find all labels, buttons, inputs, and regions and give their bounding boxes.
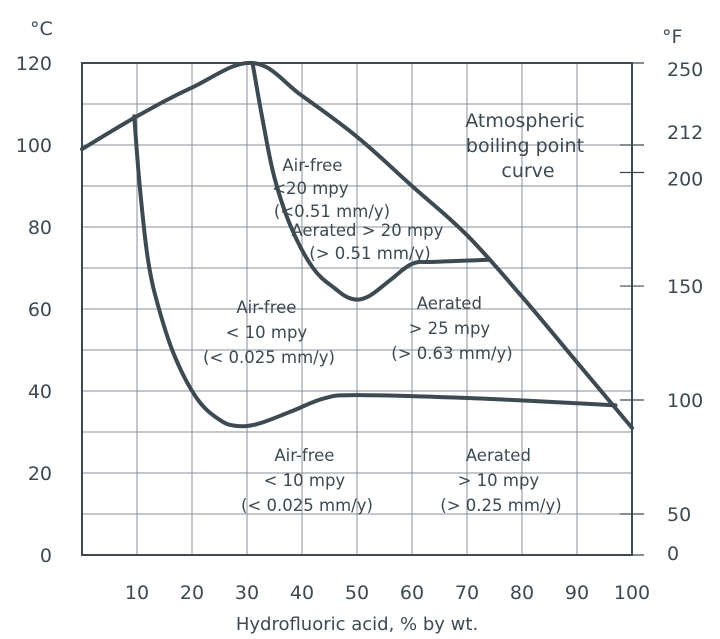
tick-labels: 10 20 30 40 50 60 70 80 90 100 0 20 40 60 80 100 120 0 50 1…	[16, 53, 704, 604]
region-line: Air-free	[282, 156, 342, 175]
x-tick-label: 20	[180, 582, 204, 604]
y-right-tick-label: 50	[667, 504, 691, 526]
region-line: (< 0.025 mm/y)	[203, 348, 335, 367]
y-left-tick-label: 60	[28, 299, 52, 321]
y-right-tick-label: 200	[667, 168, 703, 190]
annotation-line-1: Atmospheric	[465, 110, 584, 132]
y-left-tick-label: 20	[28, 463, 52, 485]
region-air-free-20: Air-free <20 mpy (<0.51 mm/y)	[272, 156, 390, 221]
region-line: < 10 mpy	[226, 323, 308, 342]
curves	[80, 60, 634, 430]
x-tick-label: 40	[290, 582, 314, 604]
y-right-tick-label: 100	[667, 390, 703, 412]
plot-frame	[81, 62, 633, 556]
x-axis-title: Hydrofluoric acid, % by wt.	[236, 614, 478, 635]
region-air-free-10-lower: Air-free < 10 mpy (< 0.025 mm/y)	[241, 446, 373, 515]
y-right-tick-label: 250	[667, 59, 703, 81]
left-unit-label: °C	[30, 18, 53, 40]
region-air-free-10-upper: Air-free < 10 mpy (< 0.025 mm/y)	[203, 298, 335, 367]
region-line: (> 0.51 mm/y)	[309, 244, 430, 263]
region-line: Air-free	[236, 298, 296, 317]
y-right-tick-label: 0	[667, 543, 679, 565]
region-line: > 25 mpy	[409, 319, 491, 338]
inner-boundary-curve	[250, 61, 491, 302]
region-line: (> 0.63 mm/y)	[391, 344, 512, 363]
x-tick-label: 100	[614, 582, 650, 604]
region-line: (< 0.025 mm/y)	[241, 496, 373, 515]
region-aerated-10: Aerated > 10 mpy (> 0.25 mm/y)	[440, 446, 561, 515]
region-line: < 10 mpy	[264, 471, 346, 490]
y-right-tick-label: 150	[667, 276, 703, 298]
region-aerated-25: Aerated > 25 mpy (> 0.63 mm/y)	[391, 294, 512, 363]
y-right-tick-label: 212	[667, 122, 703, 144]
y-left-tick-label: 80	[28, 217, 52, 239]
left-boundary-curve	[132, 114, 618, 429]
x-tick-label: 70	[455, 582, 479, 604]
region-line: (<0.51 mm/y)	[274, 202, 390, 221]
region-line: Aerated	[417, 294, 482, 313]
annotation-line-2: boiling point	[466, 135, 584, 157]
x-tick-label: 30	[235, 582, 259, 604]
boiling-point-annotation: Atmospheric boiling point curve	[465, 110, 591, 182]
x-tick-label: 80	[510, 582, 534, 604]
region-line: Aerated	[466, 446, 531, 465]
y-left-tick-label: 100	[16, 135, 52, 157]
annotation-line-3: curve	[501, 160, 554, 182]
x-tick-label: 90	[565, 582, 589, 604]
region-line: (> 0.25 mm/y)	[440, 496, 561, 515]
region-line: Air-free	[274, 446, 334, 465]
x-tick-label: 50	[345, 582, 369, 604]
region-aerated-20: Aerated > 20 mpy (> 0.51 mm/y)	[291, 221, 448, 263]
region-line: > 10 mpy	[458, 471, 540, 490]
x-tick-label: 10	[125, 582, 149, 604]
region-line: Aerated > 20 mpy	[291, 221, 443, 240]
y-left-tick-label: 40	[28, 381, 52, 403]
boiling-point-curve	[80, 60, 634, 430]
grid-lines	[82, 63, 632, 555]
y-left-tick-label: 0	[40, 545, 52, 567]
y-left-tick-label: 120	[16, 53, 52, 75]
right-unit-label: °F	[662, 26, 682, 48]
region-line: <20 mpy	[272, 179, 349, 198]
x-tick-label: 60	[400, 582, 424, 604]
